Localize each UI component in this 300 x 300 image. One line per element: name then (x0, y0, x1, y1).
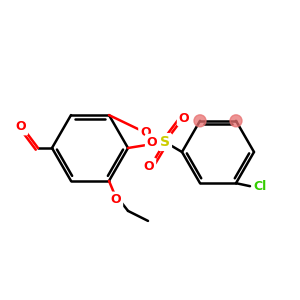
Text: Cl: Cl (254, 180, 267, 193)
Text: O: O (111, 194, 121, 206)
Circle shape (230, 115, 242, 127)
Text: O: O (16, 121, 26, 134)
Text: O: O (147, 136, 158, 148)
Text: O: O (144, 160, 154, 172)
Text: S: S (160, 135, 170, 149)
Circle shape (194, 115, 206, 127)
Text: O: O (140, 126, 151, 139)
Text: O: O (179, 112, 189, 124)
